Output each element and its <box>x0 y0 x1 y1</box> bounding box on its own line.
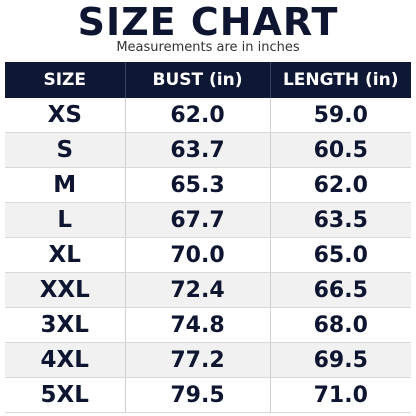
measure-cell: 65.0 <box>270 237 411 273</box>
measure-cell: 59.0 <box>270 98 411 133</box>
measure-cell: 71.0 <box>270 377 411 413</box>
subtitle: Measurements are in inches <box>116 40 300 55</box>
measure-cell: 63.5 <box>270 202 411 238</box>
measure-cell: 66.5 <box>270 272 411 308</box>
header-row: SIZE BUST (in) LENGTH (in) <box>5 62 411 98</box>
table-body: XS 62.0 59.0 S 63.7 60.5 M 65.3 62.0 L 67.7 63.5 XL 7… <box>5 98 411 413</box>
measure-cell: 68.0 <box>270 307 411 343</box>
measure-cell: 67.7 <box>125 202 271 238</box>
size-cell: M <box>5 167 126 203</box>
table-row: XL 70.0 65.0 <box>5 237 411 273</box>
measure-cell: 74.8 <box>125 307 271 343</box>
table-row: XXL 72.4 66.5 <box>5 272 411 308</box>
measure-cell: 72.4 <box>125 272 271 308</box>
column-header: LENGTH (in) <box>270 62 411 98</box>
measure-cell: 60.5 <box>270 132 411 168</box>
column-header: BUST (in) <box>125 62 271 98</box>
measure-cell: 63.7 <box>125 132 271 168</box>
measure-cell: 62.0 <box>125 98 271 133</box>
table-row: M 65.3 62.0 <box>5 167 411 203</box>
table-row: S 63.7 60.5 <box>5 132 411 168</box>
table-row: XS 62.0 59.0 <box>5 98 411 133</box>
measure-cell: 77.2 <box>125 342 271 378</box>
size-cell: L <box>5 202 126 238</box>
size-cell: XS <box>5 98 126 133</box>
measure-cell: 70.0 <box>125 237 271 273</box>
size-cell: 5XL <box>5 377 126 413</box>
size-cell: XL <box>5 237 126 273</box>
column-header: SIZE <box>5 62 126 98</box>
size-cell: 4XL <box>5 342 126 378</box>
size-cell: XXL <box>5 272 126 308</box>
size-cell: 3XL <box>5 307 126 343</box>
measure-cell: 62.0 <box>270 167 411 203</box>
size-cell: S <box>5 132 126 168</box>
table-row: 5XL 79.5 71.0 <box>5 377 411 413</box>
measure-cell: 65.3 <box>125 167 271 203</box>
table-row: 3XL 74.8 68.0 <box>5 307 411 343</box>
measure-cell: 79.5 <box>125 377 271 413</box>
size-table: SIZE BUST (in) LENGTH (in) XS 62.0 59.0 S 63.7… <box>5 62 411 413</box>
table-row: 4XL 77.2 69.5 <box>5 342 411 378</box>
measure-cell: 69.5 <box>270 342 411 378</box>
title: SIZE CHART <box>77 0 339 44</box>
table-row: L 67.7 63.5 <box>5 202 411 238</box>
